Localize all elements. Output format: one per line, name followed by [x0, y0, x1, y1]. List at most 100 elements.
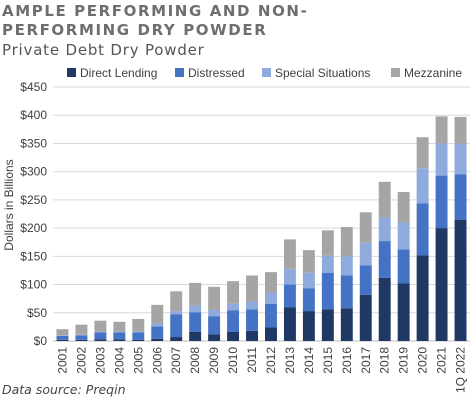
- bar-segment-special-situations: [378, 217, 391, 242]
- bar-segment-mezzanine: [56, 329, 69, 336]
- bar-segment-special-situations: [189, 305, 202, 313]
- y-tick-label: $100: [20, 278, 47, 292]
- bar-segment-direct-lending: [227, 331, 240, 341]
- bar-segment-special-situations: [321, 255, 334, 273]
- x-tick-label: 2004: [112, 347, 126, 374]
- y-tick-label: $400: [20, 108, 47, 122]
- bar-segment-mezzanine: [397, 191, 410, 223]
- bar-segment-distressed: [416, 203, 429, 256]
- bar-segment-direct-lending: [94, 339, 107, 341]
- bar-segment-distressed: [302, 288, 315, 312]
- bar-segment-mezzanine: [454, 116, 467, 144]
- bar-segment-direct-lending: [340, 308, 353, 341]
- bar-segment-distressed: [94, 332, 107, 340]
- bar-segment-direct-lending: [302, 311, 315, 341]
- bar-segment-mezzanine: [189, 282, 202, 306]
- y-tick-label: $300: [20, 165, 47, 179]
- bar-segment-direct-lending: [378, 277, 391, 341]
- legend-swatch: [391, 68, 400, 77]
- x-tick-label: 2014: [302, 347, 316, 374]
- bar-segment-distressed: [340, 275, 353, 309]
- x-tick-label: 2010: [226, 347, 240, 374]
- bar-segment-mezzanine: [265, 272, 277, 293]
- y-axis-label: Dollars in Billions: [2, 159, 16, 250]
- bar-segment-mezzanine: [170, 291, 183, 312]
- x-tick-label: 2011: [245, 347, 259, 373]
- bar-segment-mezzanine: [227, 281, 240, 304]
- x-tick-label: 2002: [74, 347, 88, 374]
- bar-segment-mezzanine: [246, 275, 258, 302]
- bar-segment-mezzanine: [208, 286, 221, 310]
- data-source-note: Data source: Preqin: [2, 382, 126, 397]
- bar-segment-distressed: [208, 316, 221, 335]
- bar-segment-mezzanine: [340, 226, 353, 257]
- legend-label: Direct Lending: [80, 66, 157, 80]
- bar-segment-special-situations: [227, 303, 240, 311]
- chart-subtitle: Private Debt Dry Powder: [2, 41, 205, 59]
- bar-segment-direct-lending: [359, 294, 372, 341]
- bar-segment-special-situations: [454, 143, 467, 175]
- x-tick-label: 1Q 2022: [454, 347, 468, 393]
- x-tick-label: 2017: [359, 347, 373, 374]
- x-tick-label: 2009: [207, 347, 221, 374]
- x-tick-labels: 2001 2002 2003 2004 2005 2006 2007 2008 2009 2010…: [55, 347, 467, 393]
- x-tick-label: 2003: [93, 347, 107, 374]
- legend-label: Special Situations: [275, 66, 370, 80]
- bar-segment-special-situations: [151, 323, 164, 327]
- bar-segment-distressed: [435, 175, 448, 229]
- bar-segment-special-situations: [94, 331, 107, 333]
- bar-segment-direct-lending: [397, 283, 410, 341]
- bar-segment-distressed: [359, 265, 372, 295]
- bar-segment-direct-lending: [435, 228, 448, 341]
- bar-segment-distressed: [246, 309, 258, 331]
- bar-segment-special-situations: [75, 334, 88, 336]
- bars: [56, 116, 467, 341]
- bar-segment-direct-lending: [208, 334, 221, 341]
- bar-segment-special-situations: [416, 168, 429, 204]
- legend-label: Mezzanine: [404, 66, 462, 80]
- bar-segment-distressed: [170, 314, 183, 338]
- chart-title: AMPLE PERFORMING AND NON-PERFORMING DRY …: [2, 2, 309, 39]
- x-tick-label: 2008: [188, 347, 202, 374]
- legend-swatch: [67, 68, 76, 77]
- bar-segment-direct-lending: [113, 339, 126, 341]
- y-tick-label: $200: [20, 221, 47, 235]
- x-tick-label: 2015: [321, 347, 335, 374]
- bar-segment-direct-lending: [321, 309, 334, 341]
- bar-segment-mezzanine: [435, 116, 448, 144]
- bar-segment-direct-lending: [283, 307, 296, 341]
- x-tick-label: 2013: [283, 347, 297, 374]
- y-tick-label: $150: [20, 249, 47, 263]
- bar-segment-direct-lending: [416, 255, 429, 341]
- bar-segment-distressed: [113, 332, 126, 340]
- bar-segment-mezzanine: [94, 320, 107, 332]
- bar-segment-mezzanine: [283, 239, 296, 269]
- bar-segment-special-situations: [435, 143, 448, 176]
- bar-segment-distressed: [265, 303, 277, 328]
- x-tick-label: 2016: [340, 347, 354, 374]
- x-tick-label: 2018: [378, 347, 392, 374]
- bar-segment-distressed: [283, 284, 296, 308]
- bar-segment-special-situations: [246, 301, 258, 310]
- x-tick-label: 2005: [131, 347, 145, 374]
- bar-segment-distressed: [75, 335, 88, 340]
- bar-segment-mezzanine: [302, 250, 315, 273]
- bar-segment-distressed: [189, 312, 202, 332]
- bar-segment-special-situations: [113, 331, 126, 333]
- bar-segment-mezzanine: [359, 212, 372, 243]
- legend-swatch: [262, 68, 271, 77]
- bar-segment-special-situations: [302, 272, 315, 289]
- x-tick-label: 2020: [416, 347, 430, 374]
- x-tick-label: 2001: [55, 347, 69, 374]
- y-tick-label: $350: [20, 136, 47, 150]
- bar-segment-special-situations: [56, 335, 69, 336]
- bar-segment-distressed: [378, 241, 391, 278]
- bar-segment-direct-lending: [454, 219, 467, 341]
- bar-segment-special-situations: [397, 222, 410, 250]
- bar-segment-special-situations: [265, 292, 277, 304]
- bar-segment-distressed: [454, 174, 467, 220]
- bar-segment-special-situations: [208, 309, 221, 317]
- bar-segment-direct-lending: [56, 339, 69, 341]
- bar-segment-distressed: [397, 249, 410, 284]
